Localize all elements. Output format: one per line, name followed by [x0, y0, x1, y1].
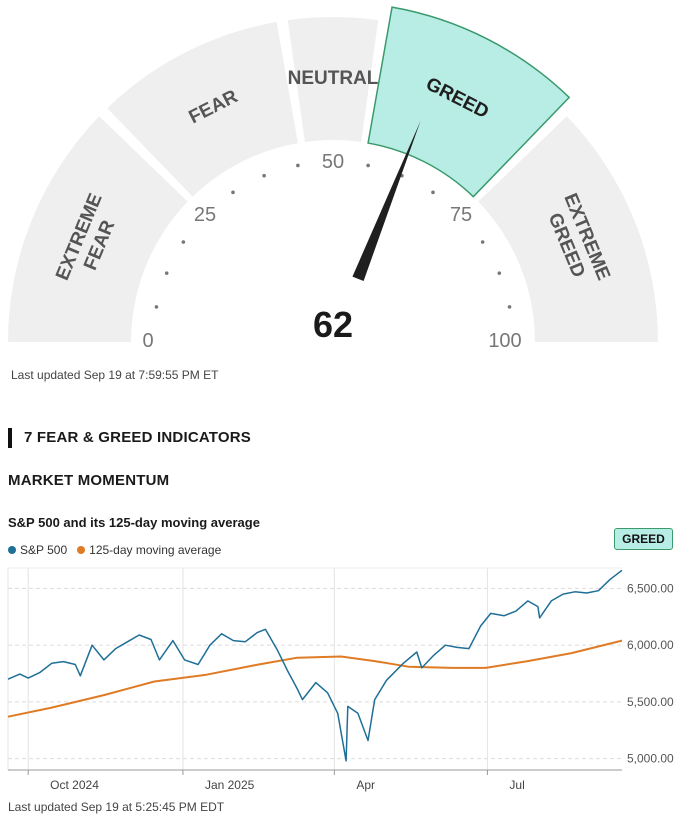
market-momentum-heading: MARKET MOMENTUM — [8, 472, 170, 489]
gauge-tick-dot — [262, 173, 266, 178]
gauge-tick-label: 25 — [194, 204, 216, 226]
chart-last-updated: Last updated Sep 19 at 5:25:45 PM EDT — [8, 800, 225, 814]
market-momentum-chart: 6,500.00 6,000.00 5,500.00 5,000.00 Oct 2024… — [7, 567, 674, 792]
gauge-tick-dot — [154, 305, 159, 309]
chart-x-tick-label: Jan 2025 — [205, 778, 255, 792]
legend-dot-moving-average — [77, 546, 86, 554]
gauge-tick-dot — [431, 190, 435, 195]
gauge-value: 62 — [313, 304, 353, 345]
gauge-segment-extreme-fear — [8, 116, 188, 343]
legend-label-sp500: S&P 500 — [20, 543, 68, 557]
gauge-tick-dot — [507, 305, 512, 309]
chart-x-tick-label: Apr — [356, 778, 375, 792]
gauge-tick-dot — [181, 240, 186, 244]
gauge-segment-extreme-greed — [478, 116, 658, 343]
chart-legend: S&P 500 125-day moving average — [8, 543, 231, 557]
gauge-tick-label: 100 — [488, 330, 521, 352]
chart-y-tick-label: 6,500.00 — [627, 581, 674, 595]
chart-y-tick-label: 5,500.00 — [627, 695, 674, 709]
gauge-tick-dot — [480, 240, 485, 244]
gauge-tick-dot — [296, 163, 300, 168]
momentum-rating-badge: GREED — [614, 528, 673, 550]
series-line-sp500 — [7, 569, 623, 762]
gauge-label-neutral: NEUTRAL — [288, 68, 379, 89]
legend-label-moving-average: 125-day moving average — [89, 543, 222, 557]
legend-dot-sp500 — [8, 546, 16, 554]
gauge-tick-dot — [231, 190, 235, 195]
series-line-moving-average — [7, 639, 623, 718]
indicators-heading: 7 FEAR & GREED INDICATORS — [8, 428, 251, 448]
gauge-tick-dot — [497, 271, 502, 275]
gauge-needle — [352, 120, 421, 281]
gauge-segment-fear — [107, 21, 298, 197]
chart-x-tick-label: Oct 2024 — [50, 778, 99, 792]
gauge-hub-circle — [267, 276, 399, 360]
gauge-tick-label: 75 — [450, 204, 472, 226]
gauge-last-updated: Last updated Sep 19 at 7:59:55 PM ET — [11, 368, 219, 382]
gauge-tick-label: 0 — [142, 330, 153, 352]
chart-x-tick-label: Jul — [509, 778, 524, 792]
gauge-tick-label: 50 — [322, 151, 344, 173]
chart-y-tick-label: 6,000.00 — [627, 638, 674, 652]
chart-title: S&P 500 and its 125-day moving average — [8, 515, 260, 530]
chart-y-tick-label: 5,000.00 — [627, 752, 674, 766]
gauge-segment-greed — [367, 6, 571, 198]
gauge-tick-dot — [366, 163, 370, 168]
legend-item-moving-average: 125-day moving average — [77, 543, 221, 557]
gauge-tick-dot — [164, 271, 169, 275]
legend-item-sp500: S&P 500 — [8, 543, 67, 557]
gauge-segment-neutral — [287, 17, 379, 142]
